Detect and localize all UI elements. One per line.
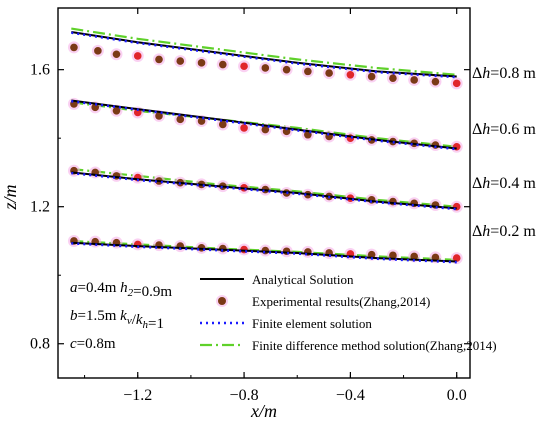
experimental-point [346,71,355,79]
finite-difference-line [71,167,457,208]
experimental-point [452,79,461,88]
experimental-point [219,120,227,129]
plot-frame [57,7,471,379]
finite-element-line [71,99,457,151]
x-tick-label: 0.0 [447,387,467,404]
experimental-point [431,253,440,262]
experimental-point [94,47,102,55]
finite-element-line [71,31,457,79]
curve-label: Δh=0.4 m [472,175,536,192]
plot-area [67,27,463,265]
experimental-point [282,65,291,74]
experimental-point [176,57,185,65]
experimental-point [261,125,270,134]
parameter-text: c=0.8m [70,336,116,352]
parameter-annotations: a=0.4m h2=0.9m b=1.5m kv/kh=1 c=0.8m [70,280,172,352]
x-tick-label: −0.4 [336,387,365,404]
experimental-point [176,115,185,124]
curve-label: Δh=0.8 m [472,65,536,82]
finite-element-line [71,242,457,264]
experimental-point [155,55,163,64]
x-tick-label: −0.8 [230,387,259,404]
experimental-point [155,112,163,120]
experimental-point [240,124,248,132]
legend-item: Analytical Solution [200,272,354,287]
x-tick-labels: −1.2 −0.8 −0.4 0.0 [123,387,466,404]
y-tick-label: 1.6 [30,62,50,79]
legend-label: Analytical Solution [252,272,354,287]
experimental-point [112,106,121,115]
legend-label: Experimental results(Zhang,2014) [252,294,430,309]
y-axis-label: z/m [0,184,20,210]
experimental-point [197,59,206,67]
experimental-point [452,254,461,262]
experimental-point [367,250,376,259]
legend-label: Finite element solution [252,316,372,331]
finite-element-line [71,171,457,211]
experimental-point [112,50,121,59]
analytical-line [71,99,457,150]
x-axis-label: x/m [250,401,277,421]
parameter-text: a=0.4m h2=0.9m [70,280,172,300]
experimental-point [410,76,418,84]
experimental-point [133,52,142,60]
legend: Analytical Solution Experimental results(… [200,272,497,353]
parameter-text: b=1.5m kv/kh=1 [70,308,164,332]
legend-marker [218,297,226,305]
experimental-point [133,108,142,117]
experimental-point [91,103,100,112]
experimental-point [389,74,397,83]
experimental-point [431,77,440,86]
finite-difference-line [71,27,457,76]
y-tick-label: 1.2 [30,199,50,216]
legend-item: Finite difference method solution(Zhang,… [200,338,497,353]
experimental-point [304,67,312,76]
experimental-point [325,69,333,77]
experimental-point [240,62,248,71]
experimental-point [282,247,291,256]
x-tick-label: −1.2 [123,387,152,404]
experimental-point [389,251,397,260]
legend-label: Finite difference method solution(Zhang,… [252,338,497,353]
experimental-point [261,64,270,72]
experimental-point [367,72,376,81]
curve-label: Δh=0.6 m [472,121,536,138]
curve-labels: Δh=0.8 m Δh=0.6 m Δh=0.4 m Δh=0.2 m [472,65,536,240]
experimental-point [410,252,418,261]
curve-label: Δh=0.2 m [472,223,536,240]
experimental-point [219,60,227,69]
y-tick-label: 0.8 [30,336,50,353]
legend-item: Finite element solution [200,316,372,331]
y-tick-labels: 0.8 1.2 1.6 [30,62,50,353]
legend-item: Experimental results(Zhang,2014) [216,294,430,309]
experimental-point [70,43,78,52]
